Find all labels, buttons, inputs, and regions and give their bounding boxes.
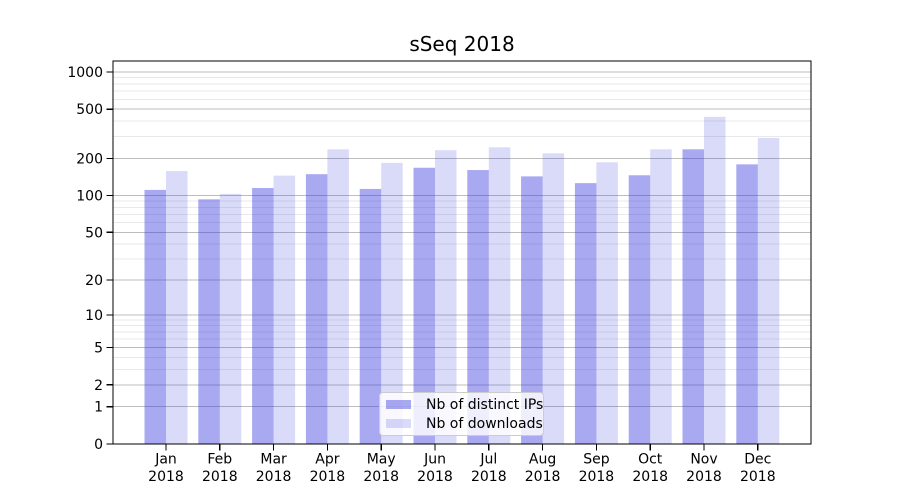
- x-tick-label-month-jun: Jun: [423, 452, 446, 468]
- y-tick-label-200: 200: [76, 151, 103, 167]
- y-tick-label-2: 2: [94, 378, 103, 394]
- bar-downloads-apr-2018: [327, 149, 349, 444]
- y-tick-label-10: 10: [85, 308, 103, 324]
- y-tick-label-20: 20: [85, 273, 103, 289]
- x-tick-label-month-nov: Nov: [690, 452, 717, 468]
- x-tick-label-month-feb: Feb: [207, 452, 232, 468]
- bar-downloads-may-2018: [381, 162, 403, 444]
- y-tick-label-1000: 1000: [67, 65, 103, 81]
- bar-distinct-ips-feb-2018: [198, 199, 220, 444]
- x-tick-label-year-apr: 2018: [310, 469, 346, 485]
- bar-downloads-feb-2018: [219, 193, 242, 444]
- bar-downloads-mar-2018: [273, 175, 296, 444]
- y-tick-label-0: 0: [94, 437, 103, 453]
- bar-distinct-ips-jul-2018: [467, 170, 489, 444]
- bar-downloads-sep-2018: [596, 162, 618, 444]
- x-tick-label-year-jan: 2018: [148, 469, 184, 485]
- x-tick-label-year-mar: 2018: [256, 469, 292, 485]
- legend-entry-downloads: Nb of downloads: [386, 415, 543, 432]
- legend-label-distinct-ips: Nb of distinct IPs: [426, 396, 544, 413]
- bar-downloads-dec-2018: [757, 137, 780, 444]
- bar-distinct-ips-jan-2018: [144, 189, 166, 444]
- bar-distinct-ips-may-2018: [359, 188, 382, 444]
- bar-distinct-ips-apr-2018: [305, 174, 328, 445]
- bar-downloads-nov-2018: [704, 116, 726, 445]
- legend-entry-distinct-ips: Nb of distinct IPs: [386, 396, 543, 413]
- bar-distinct-ips-sep-2018: [574, 183, 597, 445]
- y-tick-label-50: 50: [85, 225, 103, 241]
- plot-border: [112, 60, 812, 445]
- legend-label-downloads: Nb of downloads: [426, 415, 543, 432]
- bar-distinct-ips-aug-2018: [521, 176, 543, 444]
- bar-downloads-jun-2018: [435, 150, 457, 445]
- chart-title: sSeq 2018: [409, 32, 515, 56]
- bar-downloads-aug-2018: [542, 153, 565, 445]
- x-tick-label-year-sep: 2018: [579, 469, 615, 485]
- x-tick-label-month-aug: Aug: [529, 452, 556, 468]
- y-tick-label-500: 500: [76, 102, 103, 118]
- bar-downloads-jan-2018: [166, 171, 188, 444]
- y-tick-label-100: 100: [76, 188, 103, 204]
- x-tick-label-month-jan: Jan: [154, 452, 177, 468]
- legend-swatch-downloads: [386, 419, 411, 428]
- x-tick-label-month-oct: Oct: [638, 452, 663, 468]
- x-tick-label-year-may: 2018: [363, 469, 399, 485]
- x-tick-label-month-mar: Mar: [260, 452, 287, 468]
- x-tick-label-year-aug: 2018: [525, 469, 561, 485]
- legend-swatch-distinct-ips: [386, 400, 411, 409]
- x-tick-label-month-sep: Sep: [583, 452, 610, 468]
- bar-distinct-ips-dec-2018: [736, 164, 758, 444]
- x-tick-label-month-jul: Jul: [479, 452, 497, 468]
- bar-distinct-ips-nov-2018: [682, 149, 704, 444]
- x-tick-label-month-may: May: [367, 452, 396, 468]
- x-tick-label-year-oct: 2018: [632, 469, 668, 485]
- y-tick-label-1: 1: [94, 400, 103, 416]
- x-tick-label-year-dec: 2018: [740, 469, 776, 485]
- x-tick-label-month-dec: Dec: [744, 452, 771, 468]
- x-tick-label-year-feb: 2018: [202, 469, 238, 485]
- bar-distinct-ips-jun-2018: [413, 167, 435, 444]
- bar-distinct-ips-oct-2018: [628, 175, 651, 444]
- x-tick-label-year-jun: 2018: [417, 469, 453, 485]
- x-tick-label-year-jul: 2018: [471, 469, 507, 485]
- bar-downloads-oct-2018: [650, 149, 672, 444]
- bar-distinct-ips-mar-2018: [252, 188, 274, 444]
- x-tick-label-month-apr: Apr: [315, 452, 339, 468]
- bar-downloads-jul-2018: [488, 147, 511, 444]
- x-tick-label-year-nov: 2018: [686, 469, 722, 485]
- y-tick-label-5: 5: [94, 341, 103, 357]
- legend: Nb of distinct IPs Nb of downloads: [379, 392, 544, 436]
